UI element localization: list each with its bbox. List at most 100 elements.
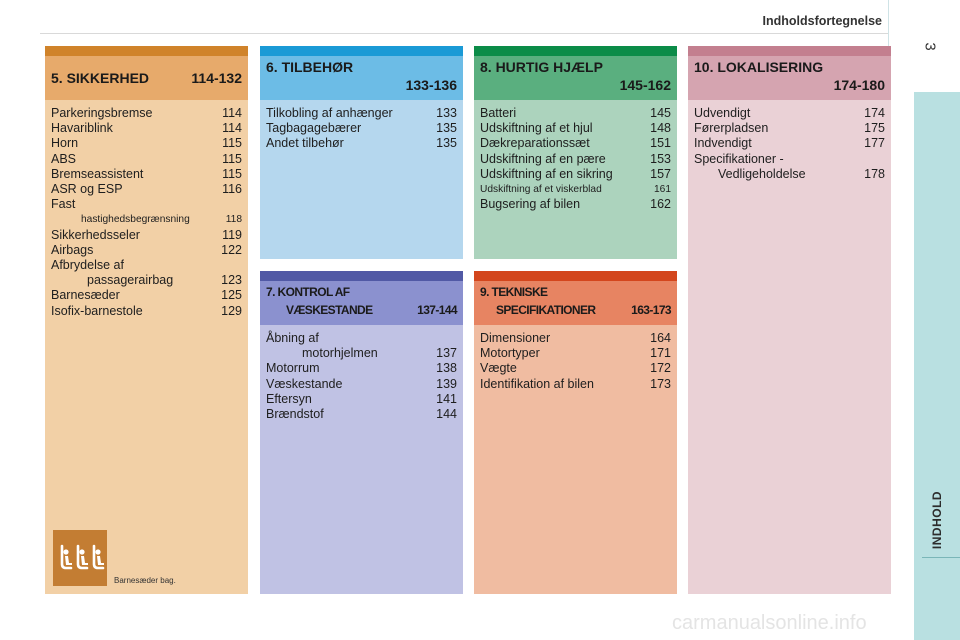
list-item[interactable]: motorhjelmen 137 xyxy=(266,346,457,361)
item-label: ASR og ESP xyxy=(51,182,123,197)
list-item[interactable]: Bugsering af bilen 162 xyxy=(480,197,671,212)
list-item[interactable]: Airbags 122 xyxy=(51,243,242,258)
list-item[interactable]: Horn 115 xyxy=(51,136,242,151)
section-items: Batteri 145 Udskiftning af et hjul 148 Dæk… xyxy=(474,100,677,212)
list-item[interactable]: Tilkobling af anhænger 133 xyxy=(266,106,457,121)
list-item[interactable]: Identifikation af bilen 173 xyxy=(480,377,671,392)
item-page: 115 xyxy=(222,151,242,166)
list-item[interactable]: Vægte 172 xyxy=(480,361,671,376)
item-page: 175 xyxy=(864,121,885,136)
list-item[interactable]: Batteri 145 xyxy=(480,106,671,121)
list-item[interactable]: hastighedsbegrænsning 118 xyxy=(51,212,242,227)
item-label: Havariblink xyxy=(51,121,113,136)
list-item[interactable]: Brændstof 144 xyxy=(266,407,457,422)
list-item[interactable]: Parkeringsbremse 114 xyxy=(51,106,242,121)
section-header[interactable]: 6. TILBEHØR 133-136 xyxy=(260,56,463,100)
list-item[interactable]: Dækreparationssæt 151 xyxy=(480,136,671,151)
list-item[interactable]: Isofix-barnestole 129 xyxy=(51,304,242,319)
list-item[interactable]: Eftersyn 141 xyxy=(266,392,457,407)
item-page: 115 xyxy=(222,166,242,181)
section-kontrol: 7. KONTROL AF VÆSKESTANDE 137-144 Åbning… xyxy=(260,271,463,594)
section-sikkerhed: 5. SIKKERHED 114-132 Parkeringsbremse 114 … xyxy=(45,46,248,594)
list-item[interactable]: Åbning af xyxy=(266,331,457,346)
item-page: 174 xyxy=(864,106,885,120)
child-seats-icon[interactable] xyxy=(53,530,107,586)
section-title-line2: VÆSKESTANDE xyxy=(286,303,373,317)
list-item[interactable]: Udskiftning af en sikring 157 xyxy=(480,167,671,182)
item-page: 177 xyxy=(864,136,885,151)
page-number: 3 xyxy=(921,42,939,51)
item-label: Udskiftning af en pære xyxy=(480,151,606,166)
list-item[interactable]: Andet tilbehør 135 xyxy=(266,136,457,151)
item-page: 144 xyxy=(436,407,457,422)
item-label: Bugsering af bilen xyxy=(480,197,581,212)
section-title: 10. LOKALISERING xyxy=(694,59,824,75)
item-label: Udskiftning af en sikring xyxy=(480,166,613,181)
item-label: Eftersyn xyxy=(266,391,312,406)
section-header[interactable]: 8. HURTIG HJÆLP 145-162 xyxy=(474,56,677,100)
section-header[interactable]: 10. LOKALISERING 174-180 xyxy=(688,56,891,100)
item-page: 162 xyxy=(650,197,671,212)
list-item[interactable]: Indvendigt 177 xyxy=(694,136,885,151)
section-header[interactable]: 7. KONTROL AF VÆSKESTANDE 137-144 xyxy=(260,281,463,325)
list-item[interactable]: Udskiftning af et hjul 148 xyxy=(480,121,671,136)
item-label: Barnesæder xyxy=(51,288,120,303)
list-item[interactable]: Udskiftning af et viskerblad 161 xyxy=(480,182,671,197)
list-item[interactable]: Førerpladsen 175 xyxy=(694,121,885,136)
item-page: 122 xyxy=(221,242,242,257)
item-page: 151 xyxy=(650,136,671,151)
item-label: Motorrum xyxy=(266,361,320,376)
list-item[interactable]: Barnesæder 125 xyxy=(51,288,242,303)
item-page: 145 xyxy=(650,106,671,120)
list-item[interactable]: Motorrum 138 xyxy=(266,361,457,376)
item-page: 148 xyxy=(650,121,671,136)
list-item[interactable]: Motortyper 171 xyxy=(480,346,671,361)
section-title: 9. TEKNISKE xyxy=(480,285,548,299)
list-item[interactable]: Bremseassistent 115 xyxy=(51,167,242,182)
item-page: 171 xyxy=(650,346,671,361)
item-label: Brændstof xyxy=(266,407,324,422)
item-label: Horn xyxy=(51,136,79,151)
side-tab-marker xyxy=(922,557,960,558)
item-label: Væskestande xyxy=(266,376,343,391)
list-item[interactable]: Havariblink 114 xyxy=(51,121,242,136)
item-page: 135 xyxy=(436,136,457,151)
list-item[interactable]: Tagbagagebærer 135 xyxy=(266,121,457,136)
image-caption: Barnesæder bag. xyxy=(114,576,176,585)
item-page: 133 xyxy=(436,106,457,120)
section-header[interactable]: 5. SIKKERHED 114-132 xyxy=(45,56,248,100)
section-header[interactable]: 9. TEKNISKE SPECIFIKATIONER 163-173 xyxy=(474,281,677,325)
section-items: Åbning af motorhjelmen 137 Motorrum 138 Væ… xyxy=(260,325,463,422)
list-item[interactable]: Væskestande 139 xyxy=(266,377,457,392)
section-page-range: 145-162 xyxy=(619,77,671,93)
section-hurtig-hjaelp: 8. HURTIG HJÆLP 145-162 Batteri 145 Udski… xyxy=(474,46,677,259)
item-page: 125 xyxy=(221,288,242,303)
item-label: Bremseassistent xyxy=(51,166,144,181)
item-label: Dimensioner xyxy=(480,331,551,345)
list-item[interactable]: ASR og ESP 116 xyxy=(51,182,242,197)
list-item[interactable]: Udskiftning af en pære 153 xyxy=(480,152,671,167)
item-label: hastighedsbegrænsning xyxy=(81,214,190,226)
list-item[interactable]: Udvendigt 174 xyxy=(694,106,885,121)
section-items: Udvendigt 174 Førerpladsen 175 Indvendigt 1… xyxy=(688,100,891,182)
item-page: 164 xyxy=(650,331,671,345)
item-page: 178 xyxy=(864,166,885,181)
item-page: 138 xyxy=(436,361,457,376)
item-label: ABS xyxy=(51,151,77,166)
list-item[interactable]: Specifikationer - xyxy=(694,152,885,167)
item-page: 129 xyxy=(221,303,242,318)
section-color-bar xyxy=(45,46,248,56)
item-label: Motortyper xyxy=(480,346,540,361)
list-item[interactable]: Fast xyxy=(51,197,242,212)
section-items: Dimensioner 164 Motortyper 171 Vægte 172 Id… xyxy=(474,325,677,392)
list-item[interactable]: Dimensioner 164 xyxy=(480,331,671,346)
list-item[interactable]: ABS 115 xyxy=(51,152,242,167)
list-item[interactable]: passagerairbag 123 xyxy=(51,273,242,288)
list-item[interactable]: Afbrydelse af xyxy=(51,258,242,273)
list-item[interactable]: Sikkerhedsseler 119 xyxy=(51,228,242,243)
section-color-bar xyxy=(474,46,677,56)
section-tekniske: 9. TEKNISKE SPECIFIKATIONER 163-173 Dime… xyxy=(474,271,677,594)
list-item[interactable]: Vedligeholdelse 178 xyxy=(694,167,885,182)
side-tab-label: INDHOLD xyxy=(914,490,960,550)
item-label: Specifikationer - xyxy=(694,151,784,166)
